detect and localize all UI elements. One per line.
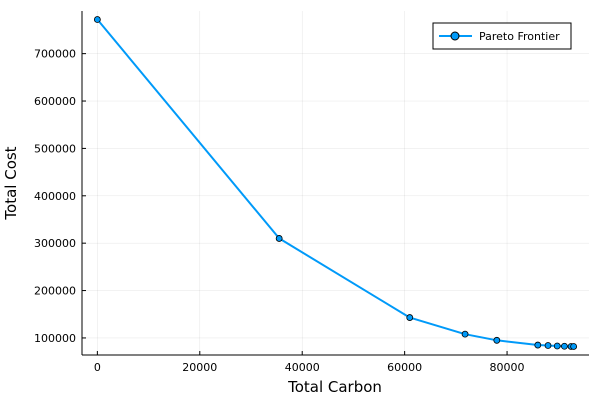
x-tick-label: 20000 bbox=[182, 361, 217, 374]
data-point bbox=[553, 342, 561, 350]
data-point bbox=[461, 330, 469, 338]
data-point bbox=[544, 342, 552, 349]
x-tick-label: 60000 bbox=[387, 361, 422, 374]
x-axis-label: Total Carbon bbox=[287, 378, 382, 396]
y-tick-label: 400000 bbox=[34, 190, 76, 203]
y-ticks: 100000 200000 300000 400000 500000 600000 7000… bbox=[34, 48, 86, 345]
data-point bbox=[570, 343, 578, 350]
x-tick-label: 0 bbox=[94, 361, 101, 374]
grid bbox=[82, 11, 589, 355]
data-point bbox=[561, 342, 568, 350]
x-tick-label: 80000 bbox=[490, 361, 525, 374]
y-tick-label: 100000 bbox=[34, 332, 76, 345]
x-tick-label: 40000 bbox=[285, 361, 320, 374]
y-tick-label: 200000 bbox=[34, 285, 76, 298]
axes bbox=[81, 11, 589, 356]
data-point bbox=[93, 16, 101, 23]
legend-label: Pareto Frontier bbox=[479, 30, 560, 43]
x-ticks: 0 20000 40000 60000 80000 bbox=[94, 351, 525, 374]
y-tick-label: 500000 bbox=[34, 142, 76, 155]
series bbox=[93, 16, 578, 350]
data-point bbox=[406, 314, 414, 321]
data-point bbox=[493, 336, 501, 344]
y-tick-label: 700000 bbox=[34, 48, 76, 61]
y-tick-label: 300000 bbox=[34, 237, 76, 250]
legend-marker bbox=[450, 31, 460, 41]
data-point bbox=[534, 341, 542, 349]
y-axis-label: Total Cost bbox=[2, 146, 20, 220]
y-tick-label: 600000 bbox=[34, 95, 76, 108]
data-point bbox=[275, 235, 283, 242]
legend: Pareto Frontier bbox=[432, 22, 572, 50]
